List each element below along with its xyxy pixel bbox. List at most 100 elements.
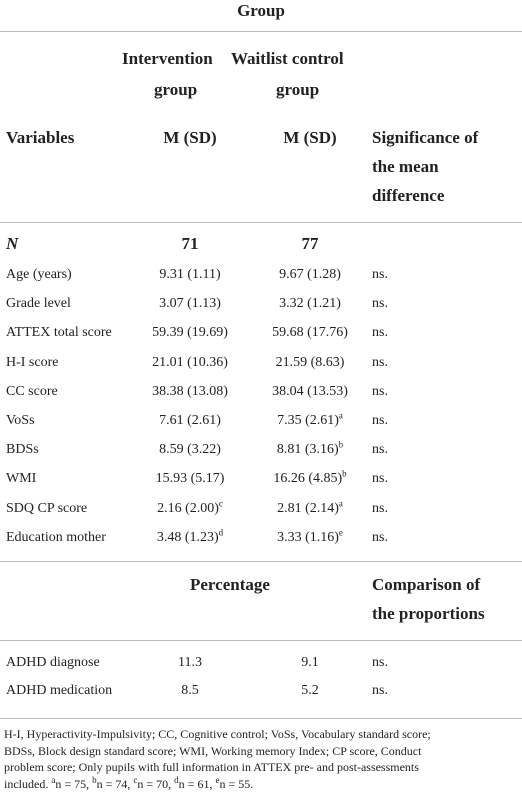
row-label: BDSs xyxy=(6,442,39,457)
prop-row-comparison: ns. xyxy=(372,683,388,698)
row-label: Age (years) xyxy=(6,267,72,282)
footnote-line2: BDSs, Block design standard score; WMI, … xyxy=(4,743,422,758)
row-intervention: 15.93 (5.17) xyxy=(130,471,250,487)
row-waitlist: 9.67 (1.28) xyxy=(250,267,370,283)
col-waitlist-header-line2: group xyxy=(276,80,320,99)
row-intervention-value: 59.39 (19.69) xyxy=(152,325,228,340)
row-intervention-superscript: d xyxy=(218,527,224,538)
row-significance: ns. xyxy=(372,325,388,340)
row-intervention-value: 15.93 (5.17) xyxy=(155,471,225,486)
row-significance: ns. xyxy=(372,442,388,457)
msd-header-waitlist: M (SD) xyxy=(283,128,337,147)
footnote-line4: included. an = 75, bn = 74, cn = 70, dn … xyxy=(4,774,520,793)
row-significance: ns. xyxy=(372,413,388,428)
prop-row-label: ADHD medication xyxy=(6,683,113,698)
n-label: N xyxy=(6,234,19,253)
row-significance: ns. xyxy=(372,530,388,545)
row-significance: ns. xyxy=(372,296,388,311)
significance-header-line3: difference xyxy=(372,186,445,205)
significance-header-line2: the mean xyxy=(372,157,439,176)
prop-row-intervention: 11.3 xyxy=(178,655,202,670)
row-waitlist-value: 59.68 (17.76) xyxy=(272,325,348,340)
row-intervention: 7.61 (2.61) xyxy=(130,413,250,429)
prop-row-intervention: 8.5 xyxy=(181,683,199,698)
row-waitlist: 16.26 (4.85)b xyxy=(250,468,370,487)
row-waitlist-superscript: a xyxy=(338,410,343,421)
row-label: CC score xyxy=(6,384,58,399)
row-waitlist-value: 7.35 (2.61) xyxy=(277,413,339,428)
row-significance: ns. xyxy=(372,501,388,516)
footnote-note: n = 74, xyxy=(96,776,131,791)
table-footnote: H-I, Hyperactivity-Impulsivity; CC, Cogn… xyxy=(4,726,520,792)
row-waitlist-superscript: a xyxy=(338,498,343,509)
row-waitlist: 21.59 (8.63) xyxy=(250,355,370,371)
row-intervention: 8.59 (3.22) xyxy=(130,442,250,458)
row-intervention-value: 38.38 (13.08) xyxy=(152,384,228,399)
row-waitlist: 3.33 (1.16)e xyxy=(250,527,370,546)
row-waitlist-value: 3.33 (1.16) xyxy=(277,530,339,545)
percentage-header: Percentage xyxy=(190,575,270,594)
row-intervention: 21.01 (10.36) xyxy=(130,355,250,371)
comparison-header-line2: the proportions xyxy=(372,604,485,623)
row-intervention: 2.16 (2.00)c xyxy=(130,498,250,517)
row-intervention-superscript: c xyxy=(218,498,223,509)
footnote-note: n = 61, xyxy=(178,776,213,791)
footnote-mark: a xyxy=(51,774,56,785)
row-waitlist: 59.68 (17.76) xyxy=(250,325,370,341)
prop-row-label: ADHD diagnose xyxy=(6,655,100,670)
variables-header: Variables xyxy=(6,128,75,147)
row-intervention: 38.38 (13.08) xyxy=(130,384,250,400)
col-intervention-header-line1: Intervention xyxy=(122,49,213,68)
bottom-rule xyxy=(0,718,522,719)
footnote-note: n = 55. xyxy=(219,776,254,791)
prop-row-waitlist: 5.2 xyxy=(301,683,319,698)
row-waitlist-superscript: e xyxy=(338,527,343,538)
row-waitlist-value: 38.04 (13.53) xyxy=(272,384,348,399)
n-waitlist: 77 xyxy=(301,234,319,253)
col-intervention-header-line2: group xyxy=(154,80,198,99)
footnote-mark: e xyxy=(215,774,220,785)
row-waitlist-value: 16.26 (4.85) xyxy=(273,471,343,486)
row-waitlist: 7.35 (2.61)a xyxy=(250,410,370,429)
row-label: Education mother xyxy=(6,530,106,545)
row-significance: ns. xyxy=(372,471,388,486)
row-label: VoSs xyxy=(6,413,35,428)
footnote-mark: d xyxy=(174,774,179,785)
n-intervention: 71 xyxy=(181,234,199,253)
row-waitlist-superscript: b xyxy=(338,439,344,450)
row-waitlist-value: 8.81 (3.16) xyxy=(276,442,339,457)
row-waitlist: 2.81 (2.14)a xyxy=(250,498,370,517)
significance-header-line1: Significance of xyxy=(372,128,479,147)
row-label: ATTEX total score xyxy=(6,325,112,340)
row-intervention: 9.31 (1.11) xyxy=(130,267,250,283)
row-waitlist-value: 2.81 (2.14) xyxy=(277,501,339,516)
footnote-line1: H-I, Hyperactivity-Impulsivity; CC, Cogn… xyxy=(4,727,431,741)
section-rule xyxy=(0,561,522,562)
row-label: Grade level xyxy=(6,296,71,311)
row-label: WMI xyxy=(6,471,37,486)
row-label: SDQ CP score xyxy=(6,501,88,516)
footnote-note: n = 75, xyxy=(55,776,90,791)
footnote-mark: b xyxy=(92,774,97,785)
row-waitlist-value: 21.59 (8.63) xyxy=(275,355,345,370)
row-waitlist-superscript: b xyxy=(342,468,347,479)
row-waitlist: 8.81 (3.16)b xyxy=(250,439,370,458)
row-intervention-value: 3.07 (1.13) xyxy=(159,296,221,311)
row-intervention: 3.48 (1.23)d xyxy=(130,527,250,546)
row-intervention-value: 2.16 (2.00) xyxy=(157,501,219,516)
row-waitlist: 38.04 (13.53) xyxy=(250,384,370,400)
row-waitlist-value: 3.32 (1.21) xyxy=(279,296,341,311)
section2-header-rule xyxy=(0,640,522,641)
comparison-header-line1: Comparison of xyxy=(372,575,481,594)
row-significance: ns. xyxy=(372,267,388,282)
footnote-note: n = 70, xyxy=(137,776,172,791)
row-label: H-I score xyxy=(6,355,59,370)
footnote-line3: problem score; Only pupils with full inf… xyxy=(4,760,419,774)
top-rule xyxy=(0,31,522,32)
row-intervention: 3.07 (1.13) xyxy=(130,296,250,312)
row-intervention-value: 8.59 (3.22) xyxy=(159,442,221,457)
row-significance: ns. xyxy=(372,355,388,370)
row-intervention-value: 21.01 (10.36) xyxy=(152,355,228,370)
row-intervention-value: 3.48 (1.23) xyxy=(156,530,219,545)
group-heading: Group xyxy=(237,1,285,20)
